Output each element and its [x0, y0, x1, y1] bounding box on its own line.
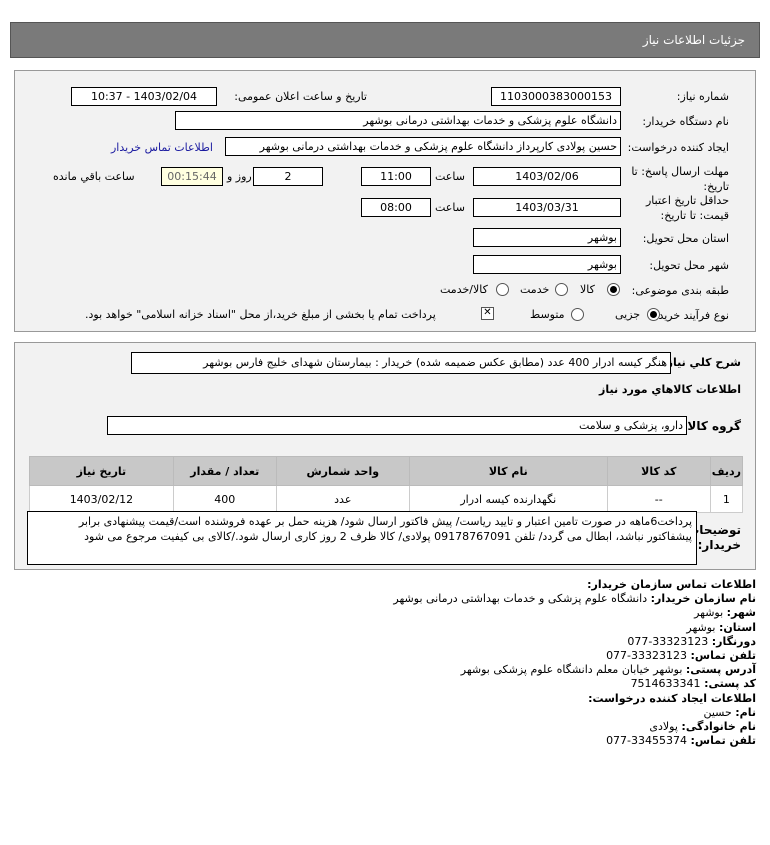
category-radio-both[interactable] [496, 283, 509, 296]
goods-table: ردیف کد کالا نام کالا واحد شمارش تعداد /… [29, 456, 744, 513]
province-label: استان محل تحویل: [642, 232, 729, 245]
category-option-goods: کالا [580, 283, 595, 296]
table-row: 1 -- نگهدارنده کیسه ادرار عدد 400 1403/0… [29, 485, 744, 513]
remaining-time-field: 00:15:44 [161, 167, 223, 186]
contact-org: نام سازمان خریدار: دانشگاه علوم پزشکی و … [393, 592, 756, 606]
group-field: دارو، پزشکی و سلامت [107, 416, 687, 435]
buyer-org-label: نام دستگاه خریدار: [642, 115, 729, 128]
col-date: تاریخ نیاز [29, 456, 174, 486]
validity-date-field: 1403/03/31 [473, 198, 621, 217]
category-label: طبقه بندی موضوعی: [631, 284, 729, 297]
notes-label: توضیحات خریدار: [687, 523, 741, 552]
page-header: جزئیات اطلاعات نیاز [10, 22, 760, 58]
group-label: گروه کالا: [682, 419, 741, 433]
summary-label: شرح کلي نیاز: [662, 356, 741, 369]
deadline-time-label: ساعت [435, 170, 465, 183]
days-field: 2 [253, 167, 323, 186]
validity-time-label: ساعت [435, 201, 465, 214]
category-option-service: خدمت [520, 283, 550, 296]
cell-unit: عدد [275, 485, 410, 513]
col-qty: تعداد / مقدار [172, 456, 277, 486]
contact-city: شهر: بوشهر [694, 606, 756, 620]
buyer-org-field: دانشگاه علوم پزشکی و خدمات بهداشتی درمان… [175, 111, 621, 130]
city-field: بوشهر [473, 255, 621, 274]
table-header-row: ردیف کد کالا نام کالا واحد شمارش تعداد /… [29, 456, 744, 486]
creator-phone: تلفن تماس: 077-33455374 [606, 734, 756, 748]
announce-field: 1403/02/04 - 10:37 [71, 87, 217, 106]
col-row: ردیف [709, 456, 744, 486]
creator-title: اطلاعات ایجاد کننده درخواست: [588, 691, 756, 705]
contact-title: اطلاعات تماس سازمان خریدار: [587, 578, 756, 591]
notes-field: پرداخت6ماهه در صورت تامین اعتبار و تایید… [27, 511, 697, 565]
cell-code: -- [606, 485, 711, 513]
process-label: نوع فرآیند خرید : [651, 309, 729, 322]
city-label: شهر محل تحویل: [649, 259, 729, 272]
creator-label: ایجاد کننده درخواست: [627, 141, 729, 154]
category-option-both: کالا/خدمت [440, 283, 488, 296]
goods-title: اطلاعات کالاهاي مورد نیاز [599, 383, 741, 396]
need-number-label: شماره نیاز: [676, 90, 729, 103]
contact-fax: دورنگار: 077-33323123 [627, 634, 756, 648]
cell-name: نگهدارنده کیسه ادرار [408, 485, 608, 513]
process-option-medium: متوسط [530, 308, 565, 321]
deadline-label: مهلت ارسال پاسخ: تا تاریخ: [631, 165, 729, 193]
treasury-payment-checkbox[interactable]: ✕ [481, 307, 494, 320]
col-unit: واحد شمارش [275, 456, 410, 486]
days-label: روز و [227, 170, 252, 183]
cell-row: 1 [709, 485, 744, 513]
remaining-label: ساعت باقي مانده [53, 170, 135, 183]
contact-phone: تلفن تماس: 077-33323123 [606, 649, 756, 663]
payment-note: پرداخت تمام یا بخشی از مبلغ خرید،از محل … [85, 308, 436, 321]
contact-postal-code: کد پستی: 7514633341 [630, 677, 756, 691]
cell-date: 1403/02/12 [29, 485, 174, 513]
category-radio-goods[interactable] [607, 283, 620, 296]
need-info-panel: شماره نیاز: 1103000383000153 تاریخ و ساع… [14, 70, 756, 332]
announce-label: تاریخ و ساعت اعلان عمومی: [234, 90, 367, 103]
creator-field: حسین پولادی کارپرداز دانشگاه علوم پزشکی … [225, 137, 621, 156]
contact-address: آدرس پستی: بوشهر خیابان معلم دانشگاه علو… [460, 663, 756, 677]
need-number-field: 1103000383000153 [491, 87, 621, 106]
process-radio-medium[interactable] [571, 308, 584, 321]
creator-last-name: نام خانوادگی: پولادی [649, 720, 756, 734]
process-option-minor: جزیی [615, 308, 641, 321]
needs-panel: شرح کلي نیاز: هنگر کیسه ادرار 400 عدد (م… [14, 342, 756, 570]
validity-label: حداقل تاریخ اعتبار قیمت: تا تاریخ: [645, 194, 729, 222]
buyer-contact-info: اطلاعات تماس سازمان خریدار: نام سازمان خ… [393, 578, 756, 748]
col-code: کد کالا [606, 456, 711, 486]
contact-province: استان: بوشهر [686, 620, 756, 634]
buyer-contact-link[interactable]: اطلاعات تماس خریدار [111, 141, 213, 154]
cell-qty: 400 [172, 485, 277, 513]
col-name: نام کالا [408, 456, 608, 486]
province-field: بوشهر [473, 228, 621, 247]
deadline-time-field: 11:00 [361, 167, 431, 186]
process-radio-minor[interactable] [647, 308, 660, 321]
deadline-date-field: 1403/02/06 [473, 167, 621, 186]
summary-field: هنگر کیسه ادرار 400 عدد (مطابق عکس ضمیمه… [131, 352, 671, 374]
creator-first-name: نام: حسین [703, 705, 756, 719]
validity-time-field: 08:00 [361, 198, 431, 217]
category-radio-service[interactable] [555, 283, 568, 296]
